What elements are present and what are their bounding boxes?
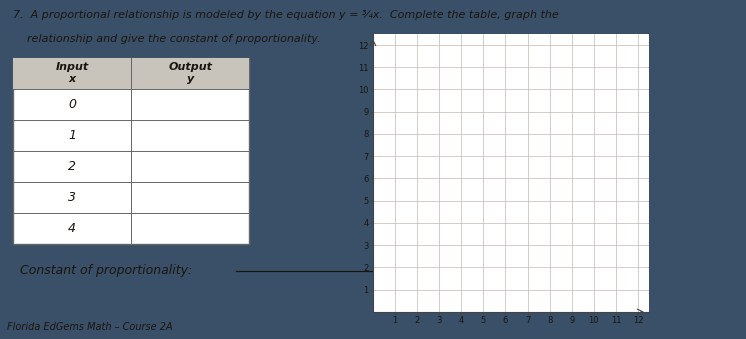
Text: relationship and give the constant of proportionality.: relationship and give the constant of pr… [13,34,321,44]
Text: 3: 3 [68,191,76,204]
Text: Florida EdGems Math – Course 2A: Florida EdGems Math – Course 2A [7,322,172,332]
Text: 0: 0 [68,98,76,111]
Bar [13,58,249,89]
Text: 7.  A proportional relationship is modeled by the equation y = ¾x.  Complete the: 7. A proportional relationship is modele… [13,10,559,20]
Text: Output
y: Output y [169,62,213,84]
Text: Input
x: Input x [56,62,89,84]
Bar [13,58,249,244]
Text: 4: 4 [68,222,76,235]
Text: 2: 2 [68,160,76,173]
Text: Constant of proportionality:: Constant of proportionality: [19,264,192,277]
Text: 1: 1 [68,129,76,142]
